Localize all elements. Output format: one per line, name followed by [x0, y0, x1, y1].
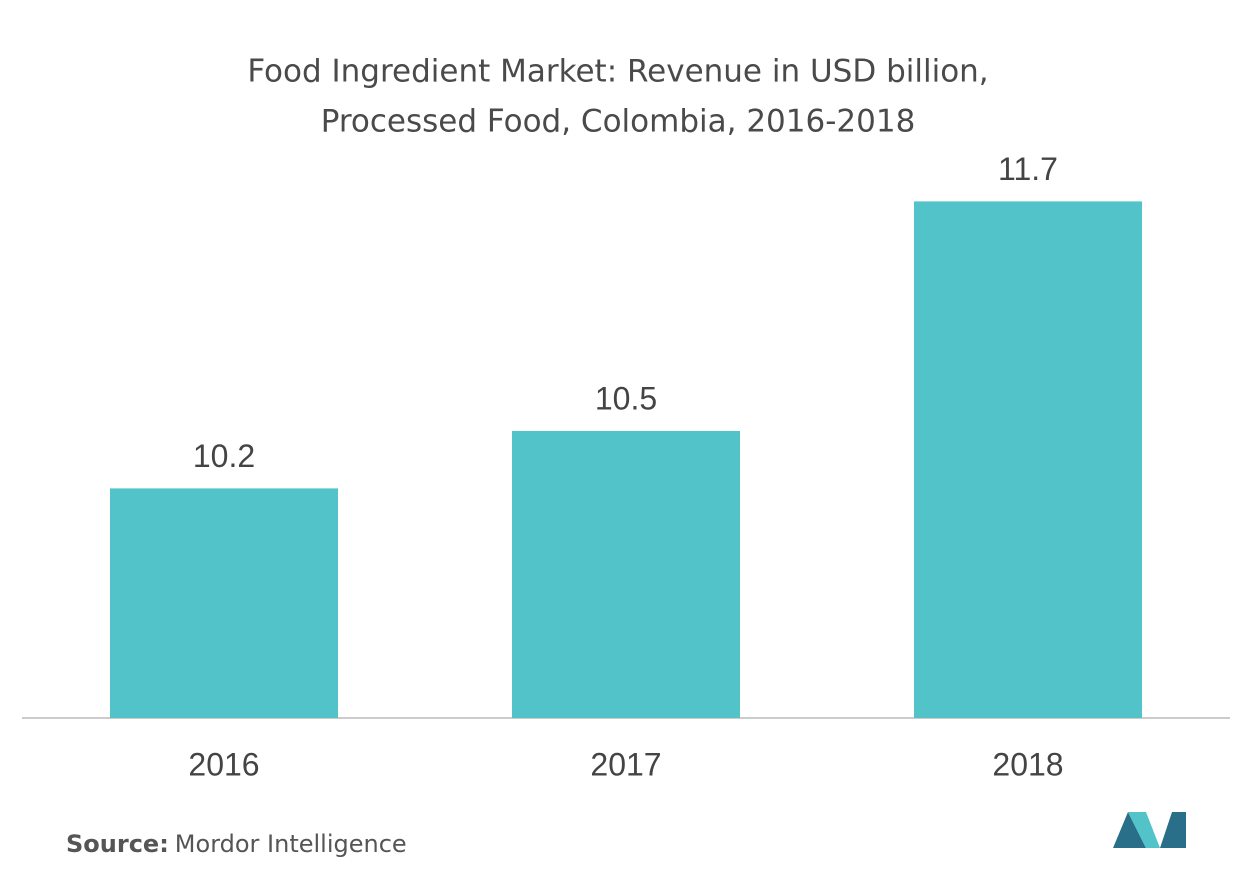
value-label: 10.5 — [595, 380, 657, 416]
bar — [512, 431, 740, 718]
chart-title: Processed Food, Colombia, 2016-2018 — [321, 104, 916, 140]
source-label: Source: — [66, 830, 169, 858]
source: Source: Mordor Intelligence — [66, 830, 407, 858]
source-text: Mordor Intelligence — [175, 830, 407, 858]
chart-title: Food Ingredient Market: Revenue in USD b… — [247, 54, 988, 90]
x-tick-label: 2017 — [590, 746, 661, 782]
logo — [1113, 812, 1186, 848]
x-tick-label: 2016 — [188, 746, 259, 782]
bar — [914, 201, 1142, 718]
value-label: 10.2 — [193, 438, 255, 474]
x-tick-label: 2018 — [992, 746, 1063, 782]
value-label: 11.7 — [998, 151, 1058, 187]
bar — [110, 488, 338, 718]
